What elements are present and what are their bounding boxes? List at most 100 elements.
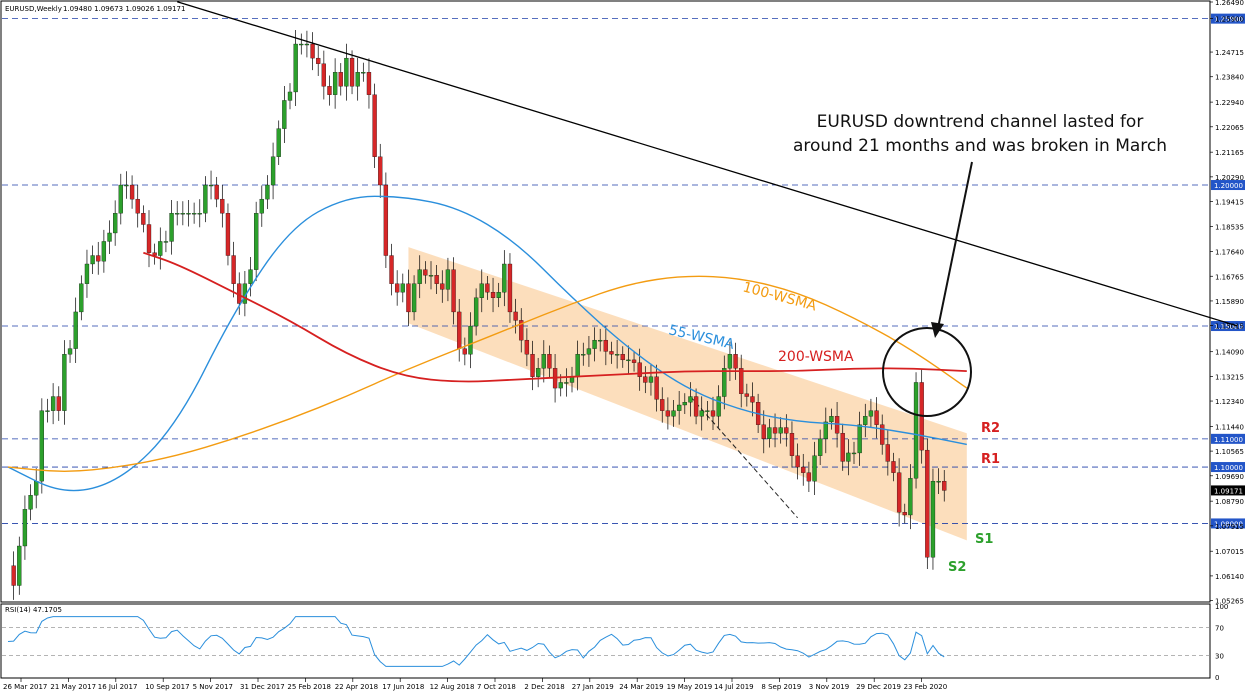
candle-body	[598, 339, 603, 342]
level-tag-text-2: 1.15000	[1214, 323, 1243, 331]
candle-body	[637, 362, 642, 377]
x-tick-label-3: 10 Sep 2017	[145, 683, 189, 691]
candle-body	[163, 241, 169, 243]
candle-body	[710, 410, 716, 417]
candle-body	[857, 424, 862, 454]
candle-body	[434, 275, 439, 284]
candle-body	[502, 263, 507, 293]
candle-body	[891, 461, 896, 473]
candle-body	[654, 376, 659, 400]
candle-body	[665, 410, 671, 417]
candle-body	[203, 184, 208, 214]
y-tick-label-22: 1.07015	[1215, 548, 1244, 556]
s2-label: S2	[948, 560, 966, 575]
y-tick-label-17: 1.11440	[1215, 423, 1244, 431]
candle-body	[851, 452, 857, 455]
x-tick-label-7: 22 Apr 2018	[335, 683, 378, 691]
candle-body	[586, 348, 592, 355]
candle-body	[451, 269, 456, 313]
s1-label: S1	[975, 532, 993, 547]
candle-body	[778, 427, 783, 434]
y-tick-label-3: 1.23840	[1215, 74, 1244, 82]
candle-body	[772, 427, 778, 434]
candle-body	[265, 184, 270, 200]
x-tick-label-12: 27 Jan 2019	[572, 683, 614, 691]
ma-line-55-wsma	[7, 195, 967, 492]
candle-body	[908, 478, 913, 516]
candle-body	[270, 156, 276, 186]
candle-body	[457, 311, 462, 349]
candle-body	[17, 545, 22, 586]
candle-body	[276, 128, 281, 157]
candle-body	[643, 376, 648, 383]
candle-body	[648, 376, 654, 383]
annotation-line-2: around 21 months and was broken in March	[793, 136, 1167, 156]
candle-body	[902, 512, 907, 516]
level-tag-text-3: 1.11000	[1214, 436, 1243, 444]
annotation-arrow	[937, 161, 973, 329]
level-tag-0	[1211, 13, 1245, 24]
candle-body	[801, 466, 806, 473]
candle-body	[84, 263, 90, 284]
candle-body	[321, 63, 326, 87]
candle-body	[767, 427, 772, 439]
x-tick-label-2: 16 Jul 2017	[98, 683, 138, 691]
candle-body	[564, 382, 569, 384]
candle-body	[304, 43, 310, 46]
candle-body	[660, 399, 665, 411]
candle-body	[62, 354, 67, 411]
candle-body	[468, 325, 473, 355]
candle-body	[913, 382, 919, 479]
candle-body	[124, 184, 129, 187]
candle-body	[671, 410, 676, 417]
ohlc-label: 1.09480 1.09673 1.09026 1.09171	[63, 5, 185, 13]
candle-body	[682, 402, 687, 406]
level-tag-2	[1211, 321, 1245, 332]
level-tag-text-5: 1.08000	[1214, 520, 1243, 528]
candle-body	[863, 416, 868, 425]
candle-body	[39, 410, 44, 482]
r2-label: R2	[981, 421, 1000, 436]
candle-body	[146, 224, 152, 253]
y-tick-label-19: 1.09690	[1215, 473, 1244, 481]
candle-body	[220, 198, 225, 214]
candle-body	[11, 565, 16, 586]
candle-body	[411, 283, 417, 313]
candle-body	[677, 404, 682, 411]
candle-body	[118, 184, 123, 214]
y-tick-label-13: 1.15015	[1215, 323, 1244, 331]
x-tick-label-8: 17 Jun 2018	[382, 683, 424, 691]
candle-body	[332, 72, 338, 95]
candle-body	[175, 213, 180, 215]
candle-body	[287, 91, 293, 101]
rsi-scale-label-2: 30	[1215, 653, 1224, 661]
x-tick-label-17: 3 Nov 2019	[809, 683, 849, 691]
candle-body	[485, 283, 490, 293]
x-tick-label-16: 8 Sep 2019	[761, 683, 801, 691]
candle-body	[722, 368, 727, 397]
y-tick-label-23: 1.06140	[1215, 573, 1244, 581]
candle-body	[885, 444, 890, 462]
candle-body	[186, 213, 191, 215]
candle-body	[507, 263, 513, 313]
candle-body	[208, 184, 214, 187]
candle-body	[214, 184, 219, 200]
candle-body	[349, 57, 355, 87]
rsi-label: RSI(14) 47.1705	[5, 606, 62, 614]
candle-body	[101, 241, 107, 262]
candle-body	[366, 72, 372, 95]
candle-body	[282, 100, 287, 129]
candle-body	[936, 480, 941, 483]
candle-body	[197, 213, 202, 215]
rsi-line	[7, 616, 945, 667]
y-tick-label-6: 1.21165	[1215, 149, 1244, 157]
y-tick-label-15: 1.13215	[1215, 373, 1244, 381]
candle-body	[716, 396, 721, 417]
candle-body	[547, 354, 552, 369]
candle-body	[158, 241, 163, 256]
candle-body	[536, 368, 541, 377]
candle-body	[113, 213, 118, 234]
candle-body	[96, 255, 101, 262]
candle-body	[344, 57, 349, 87]
candle-body	[806, 472, 812, 482]
